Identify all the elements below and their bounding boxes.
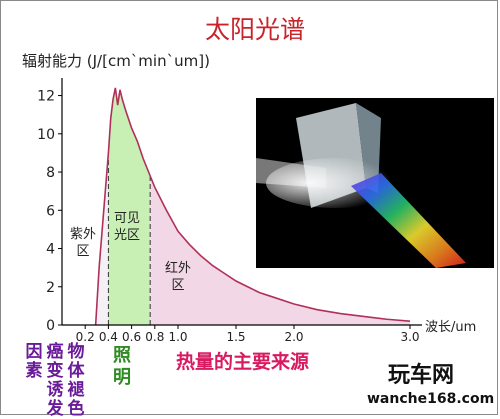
y-tick-label: 8 [46,165,55,181]
caption-lighting: 照明 [113,345,131,388]
ir-region-label: 红外区 [165,260,191,293]
y-tick-label: 10 [37,127,55,143]
y-tick-label: 12 [37,89,55,105]
x-axis-unit-label: 波长/um [425,320,477,335]
y-axis-label: 辐射能力 (J/[cm`min`um]) [22,52,210,70]
y-tick-label: 0 [46,318,55,334]
caption-fading: 物体褪色 [67,342,85,419]
watermark-url: wanche168.com [367,391,495,407]
ir-region-fill [150,175,410,325]
x-tick-label: 1.5 [226,330,245,344]
visible-region-label: 可见光区 [114,211,140,243]
y-tick-label: 4 [46,242,55,258]
caption-cause: 因素 [25,342,43,381]
chart-title: 太阳光谱 [205,15,306,44]
x-tick-label: 0.2 [76,330,95,344]
spectrum-curve [94,87,411,326]
x-tick-label: 3.0 [400,330,419,344]
uv-region-label: 紫外区 [70,227,96,259]
caption-heat-source: 热量的主要来源 [176,351,310,373]
caption-cancer: 癌变诱发 [46,342,64,419]
x-tick-label: 1.0 [168,330,187,344]
x-tick-label: 2.0 [284,330,303,344]
watermark-logo: 玩车网 [388,363,455,388]
x-tick-label: 0.6 [122,330,141,344]
prism-photo [256,98,494,268]
visible-region-fill [108,87,151,325]
x-tick-label: 0.8 [145,330,164,344]
y-tick-label: 6 [46,203,55,219]
y-tick-label: 2 [46,280,55,296]
x-tick-label: 0.4 [99,330,118,344]
